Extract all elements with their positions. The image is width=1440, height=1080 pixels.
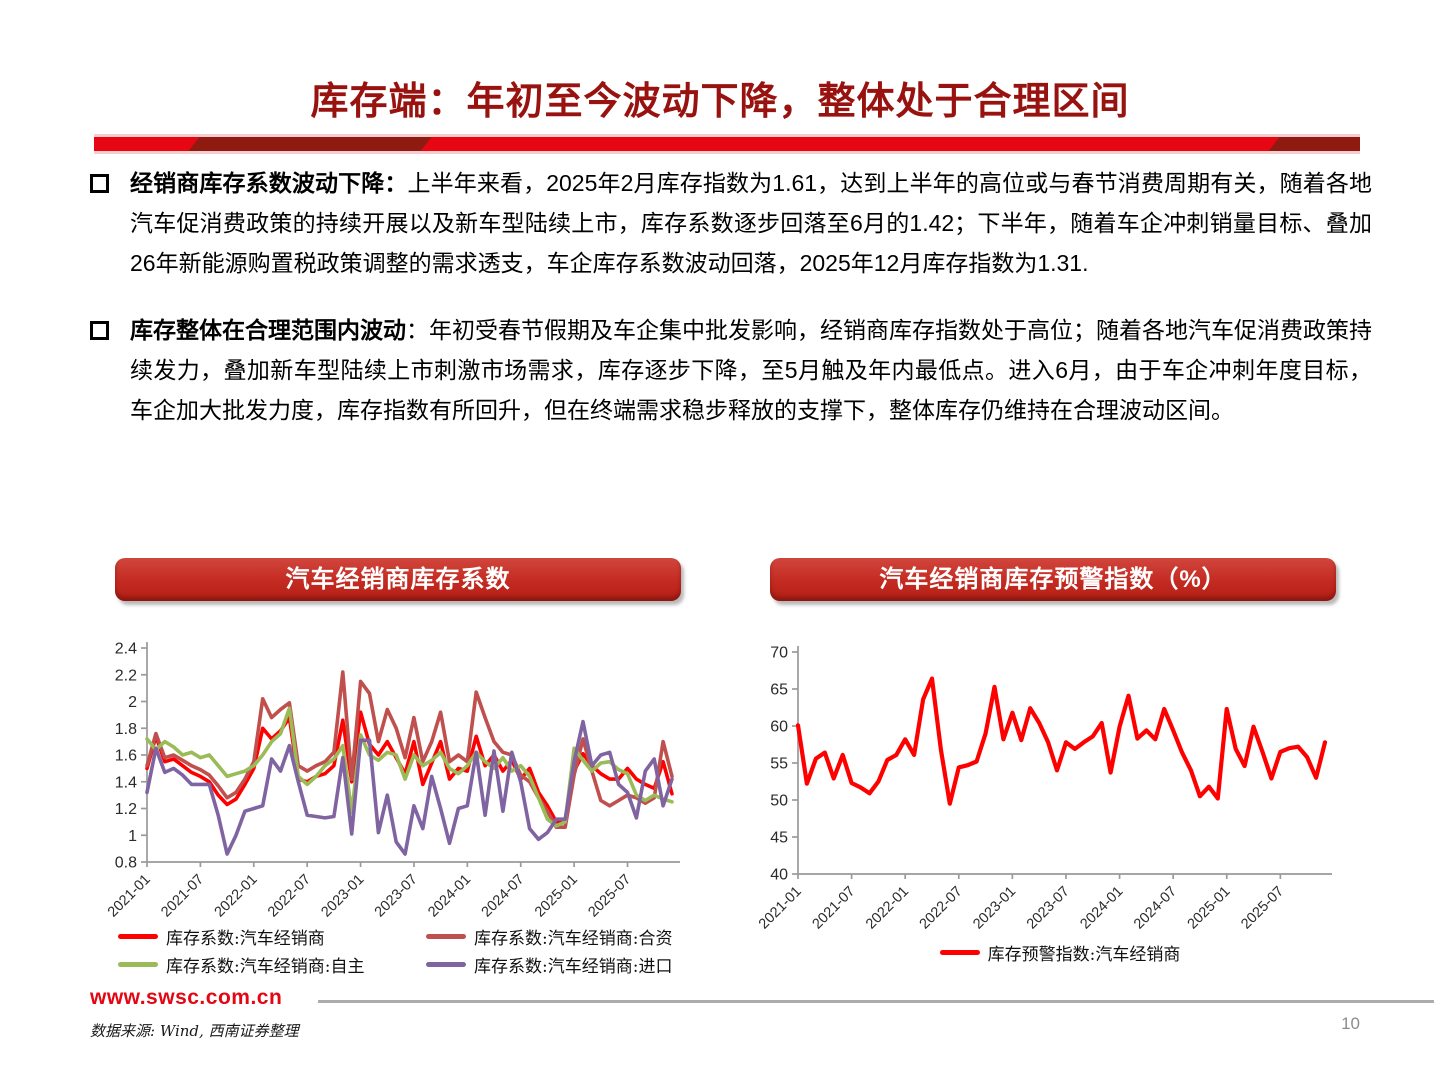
legend-item: 库存预警指数:汽车经销商 xyxy=(939,940,1181,965)
legend-label: 库存系数:汽车经销商 xyxy=(166,929,325,949)
svg-text:2024-01: 2024-01 xyxy=(1077,884,1126,933)
svg-text:2021-01: 2021-01 xyxy=(105,872,154,921)
svg-text:1.2: 1.2 xyxy=(115,801,137,818)
legend-label: 库存预警指数:汽车经销商 xyxy=(987,945,1181,965)
footer-divider-line xyxy=(318,1000,1434,1003)
page-number: 10 xyxy=(1341,1014,1360,1033)
svg-text:2025-01: 2025-01 xyxy=(1185,884,1234,933)
title-divider-dark-segment xyxy=(1268,137,1360,151)
bullet-item-2: 库存整体在合理范围内波动：年初受春节假期及车企集中批发影响，经销商库存指数处于高… xyxy=(90,310,1372,430)
body-text: 经销商库存系数波动下降：上半年来看，2025年2月库存指数为1.61，达到上半年… xyxy=(90,163,1372,457)
svg-text:2023-07: 2023-07 xyxy=(372,872,421,921)
title-divider-dark-segment xyxy=(188,137,432,151)
svg-text:2022-07: 2022-07 xyxy=(917,884,966,933)
svg-text:2.2: 2.2 xyxy=(115,667,137,684)
svg-text:50: 50 xyxy=(770,793,788,810)
svg-text:2025-07: 2025-07 xyxy=(585,872,634,921)
svg-text:2023-01: 2023-01 xyxy=(970,884,1019,933)
svg-text:2021-07: 2021-07 xyxy=(158,872,207,921)
bullet-lead-1: 经销商库存系数波动下降： xyxy=(130,170,408,196)
legend-label: 库存系数:汽车经销商:自主 xyxy=(166,957,365,977)
legend-label: 库存系数:汽车经销商:进口 xyxy=(474,957,673,977)
svg-text:45: 45 xyxy=(770,830,788,847)
data-source-note: 数据来源: Wind, 西南证券整理 xyxy=(90,1022,299,1040)
chart-banner-inventory-coefficient: 汽车经销商库存系数 xyxy=(115,558,681,601)
svg-text:2022-07: 2022-07 xyxy=(265,872,314,921)
svg-text:1.8: 1.8 xyxy=(115,721,137,738)
bullet-body-2: ：年初受春节假期及车企集中批发影响，经销商库存指数处于高位；随着各地汽车促消费政… xyxy=(130,317,1372,423)
svg-text:2023-01: 2023-01 xyxy=(318,872,367,921)
page-title: 库存端：年初至今波动下降，整体处于合理区间 xyxy=(310,81,1130,123)
legend-color-swatch xyxy=(426,934,466,939)
svg-text:2023-07: 2023-07 xyxy=(1024,884,1073,933)
legend-color-swatch xyxy=(426,962,466,967)
bullet-square-icon xyxy=(90,174,109,193)
legend-item: 库存系数:汽车经销商:合资 xyxy=(426,924,672,949)
svg-text:60: 60 xyxy=(770,719,788,736)
svg-text:2025-01: 2025-01 xyxy=(532,872,581,921)
svg-text:2022-01: 2022-01 xyxy=(212,872,261,921)
svg-text:1.6: 1.6 xyxy=(115,748,137,765)
legend-item: 库存系数:汽车经销商:自主 xyxy=(118,952,426,977)
svg-text:65: 65 xyxy=(770,682,788,699)
bullet-text-1: 经销商库存系数波动下降：上半年来看，2025年2月库存指数为1.61，达到上半年… xyxy=(130,163,1372,283)
svg-text:2024-07: 2024-07 xyxy=(479,872,528,921)
legend-label: 库存系数:汽车经销商:合资 xyxy=(474,929,673,949)
bullet-body-1: 上半年来看，2025年2月库存指数为1.61，达到上半年的高位或与春节消费周期有… xyxy=(130,170,1372,276)
svg-text:70: 70 xyxy=(770,645,788,662)
svg-text:2: 2 xyxy=(128,694,137,711)
warning-index-chart: 40 45 50 55 60 65 70 2021-01 2021-07 2022-01 2022-… xyxy=(756,645,1332,932)
svg-text:2.4: 2.4 xyxy=(115,641,137,658)
svg-text:2024-01: 2024-01 xyxy=(425,872,474,921)
legend-item: 库存系数:汽车经销商:进口 xyxy=(426,952,672,977)
title-divider-bar xyxy=(94,137,1360,151)
legend-color-swatch xyxy=(939,950,980,955)
svg-text:2021-01: 2021-01 xyxy=(756,884,805,933)
svg-text:2025-07: 2025-07 xyxy=(1238,884,1287,933)
svg-text:0.8: 0.8 xyxy=(115,855,137,872)
svg-text:55: 55 xyxy=(770,756,788,773)
bullet-text-2: 库存整体在合理范围内波动：年初受春节假期及车企集中批发影响，经销商库存指数处于高… xyxy=(130,310,1372,430)
bullet-item-1: 经销商库存系数波动下降：上半年来看，2025年2月库存指数为1.61，达到上半年… xyxy=(90,163,1372,283)
legend-color-swatch xyxy=(118,934,158,939)
company-website: www.swsc.com.cn xyxy=(90,986,283,1009)
svg-text:2022-01: 2022-01 xyxy=(863,884,912,933)
bullet-square-icon xyxy=(90,321,109,340)
svg-text:2021-07: 2021-07 xyxy=(809,884,858,933)
legend-item: 库存系数:汽车经销商 xyxy=(118,924,426,949)
inventory-coefficient-legend: 库存系数:汽车经销商 库存系数:汽车经销商:合资库存系数:汽车经销商:自主 库存系数… xyxy=(118,924,672,977)
legend-color-swatch xyxy=(118,962,158,967)
bullet-lead-2: 库存整体在合理范围内波动 xyxy=(130,317,406,343)
svg-text:1.4: 1.4 xyxy=(115,774,137,791)
svg-text:2024-07: 2024-07 xyxy=(1131,884,1180,933)
svg-text:40: 40 xyxy=(770,867,788,884)
warning-index-legend: 库存预警指数:汽车经销商 xyxy=(760,940,1360,965)
chart-banner-warning-index: 汽车经销商库存预警指数（%） xyxy=(770,558,1336,601)
svg-text:1: 1 xyxy=(128,828,137,845)
